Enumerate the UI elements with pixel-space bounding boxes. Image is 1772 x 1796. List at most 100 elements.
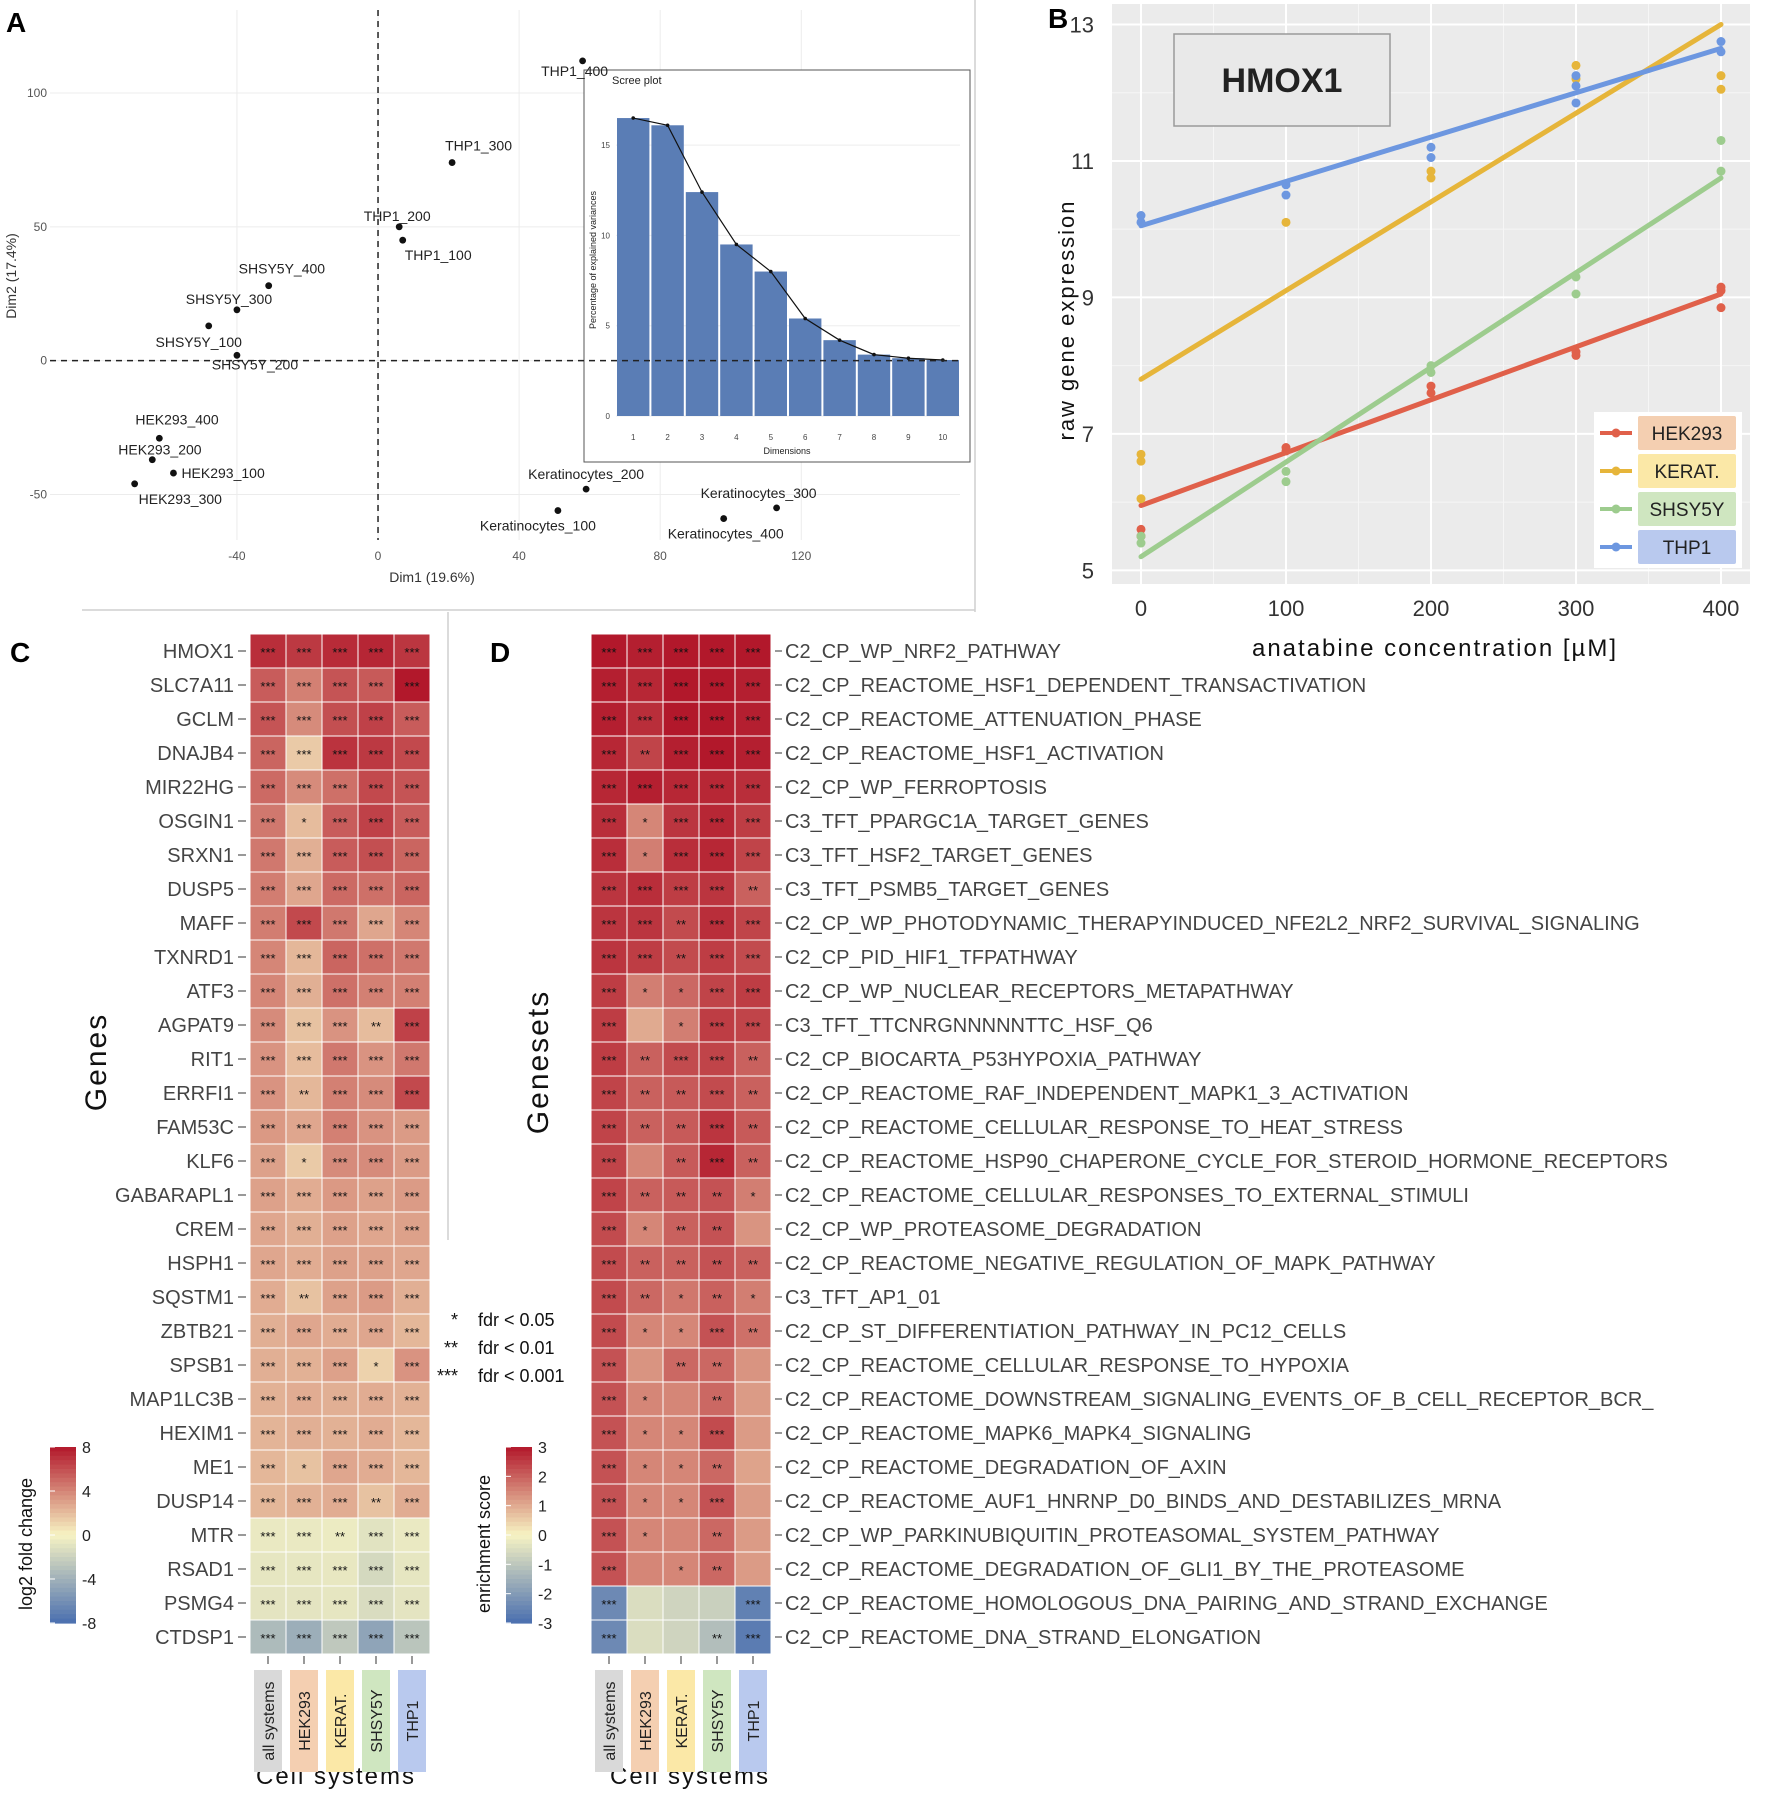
heatmap-cell	[626, 1347, 664, 1383]
color-legend-segment	[50, 1464, 76, 1470]
heatmap-cell-stars: ***	[673, 1053, 688, 1068]
color-legend-segment	[50, 1486, 76, 1492]
pca-point-label: HEK293_400	[135, 411, 219, 427]
heatmap-cell	[662, 1211, 700, 1247]
geneset-heatmap-panel: Genesets Cell systems enrichment score C…	[474, 633, 1668, 1790]
heatmap-cell-stars: ***	[296, 713, 311, 728]
heatmap-row-label: C2_CP_WP_NUCLEAR_RECEPTORS_METAPATHWAY	[785, 981, 1294, 1003]
heatmap-cell	[357, 633, 395, 669]
heatmap-cell-stars: ***	[296, 1223, 311, 1238]
color-legend-segment	[506, 1570, 532, 1576]
heatmap-cell	[590, 1313, 628, 1349]
heatmap-cell-stars: ***	[296, 951, 311, 966]
heatmap-cell	[321, 1313, 359, 1349]
heatmap-cell-stars: ***	[601, 1393, 616, 1408]
heatmap-row-label: C2_CP_BIOCARTA_P53HYPOXIA_PATHWAY	[785, 1049, 1201, 1071]
heatmap-cell	[626, 1619, 664, 1655]
heatmap-cell	[321, 769, 359, 805]
heatmap-cell-stars: ***	[296, 985, 311, 1000]
heatmap-row-label: C2_CP_REACTOME_CELLULAR_RESPONSE_TO_HEAT…	[785, 1117, 1403, 1139]
color-legend-segment	[506, 1469, 532, 1474]
heatmap-row-label: SQSTM1	[152, 1287, 234, 1309]
heatmap-cell	[626, 1381, 664, 1417]
heatmap-cell	[249, 1211, 287, 1247]
heatmap-cell	[734, 701, 772, 737]
color-legend-segment	[506, 1583, 532, 1589]
heatmap-cell-stars: ***	[601, 1631, 616, 1646]
hmox1-legend-dot	[1611, 542, 1621, 552]
hmox1-point	[1281, 443, 1291, 453]
heatmap-cell	[662, 1075, 700, 1111]
color-legend-segment	[50, 1451, 76, 1457]
heatmap-cell	[393, 939, 431, 975]
heatmap-col-label-bg	[703, 1670, 731, 1772]
scree-bar	[823, 340, 856, 416]
pca-y-tick-label: 50	[34, 220, 48, 234]
heatmap-cell	[698, 1245, 736, 1281]
hmox1-point	[1716, 282, 1726, 292]
heatmap-cell-stars: ***	[404, 1291, 419, 1306]
heatmap-row-label: C2_CP_REACTOME_MAPK6_MAPK4_SIGNALING	[785, 1423, 1251, 1445]
heatmap-cell-stars: **	[640, 1087, 650, 1102]
heatmap-cell-stars: ***	[368, 951, 383, 966]
heatmap-cell-stars: ***	[709, 1495, 724, 1510]
heatmap-cell-stars: ***	[404, 1325, 419, 1340]
heatmap-cell	[698, 1619, 736, 1655]
pca-y-tick-label: 100	[27, 86, 47, 100]
heatmap-row-label: C2_CP_REACTOME_NEGATIVE_REGULATION_OF_MA…	[785, 1253, 1436, 1275]
pca-x-tick-label: 0	[375, 549, 382, 563]
color-legend-segment	[506, 1460, 532, 1466]
heatmap-cell-stars: ***	[404, 1121, 419, 1136]
heatmap-cell-stars: ***	[368, 713, 383, 728]
color-legend-segment	[50, 1504, 76, 1510]
heatmap-cell-stars: ***	[296, 1257, 311, 1272]
heatmap-cell-stars: ***	[332, 747, 347, 762]
heatmap-cell	[321, 803, 359, 839]
heatmap-row-label: RIT1	[191, 1049, 234, 1071]
hmox1-point	[1716, 166, 1726, 176]
hmox1-legend-label: HEK293	[1652, 424, 1723, 445]
heatmap-cell-stars: ***	[332, 951, 347, 966]
heatmap-cell-stars: ***	[745, 985, 760, 1000]
color-legend-segment	[50, 1543, 76, 1549]
heatmap-cell-stars: ***	[368, 1257, 383, 1272]
heatmap-cell	[285, 1041, 323, 1077]
heatmap-row-label: RSAD1	[167, 1559, 234, 1581]
heatmap-cell-stars: ***	[404, 713, 419, 728]
color-legend-segment	[50, 1587, 76, 1593]
heatmap-cell-stars: ***	[368, 1053, 383, 1068]
heatmap-cell	[357, 1517, 395, 1553]
heatmap-cell-stars: ***	[368, 815, 383, 830]
heatmap-row-label: TXNRD1	[154, 947, 234, 969]
heatmap-cell	[734, 1449, 772, 1485]
heatmap-cell	[734, 905, 772, 941]
color-legend-segment	[50, 1557, 76, 1562]
sig-label-1: fdr < 0.05	[478, 1310, 555, 1330]
heatmap-cell	[590, 1483, 628, 1519]
heatmap-cell	[285, 973, 323, 1009]
heatmap-row-label: C2_CP_WP_PARKINUBIQUITIN_PROTEASOMAL_SYS…	[785, 1525, 1440, 1547]
heatmap-cell-stars: ***	[368, 1631, 383, 1646]
heatmap-cell-stars: **	[676, 1121, 686, 1136]
heatmap-cell	[393, 1211, 431, 1247]
heatmap-cell-stars: ***	[709, 713, 724, 728]
pca-point	[170, 469, 177, 477]
heatmap-row-label: OSGIN1	[158, 811, 234, 833]
heatmap-col-label-bg	[595, 1670, 623, 1772]
hmox1-title: HMOX1	[1222, 62, 1343, 100]
scree-point	[734, 242, 739, 247]
heatmap-cell	[321, 1449, 359, 1485]
heatmap-cell-stars: *	[642, 1393, 647, 1408]
heatmap-cell-stars: ***	[601, 1427, 616, 1442]
color-legend-segment	[50, 1579, 76, 1584]
heatmap-cell-stars: ***	[296, 1325, 311, 1340]
heatmap-cell	[285, 1585, 323, 1621]
heatmap-col-label-bg	[667, 1670, 695, 1772]
color-legend-segment	[50, 1447, 76, 1452]
heatmap-cell-stars: ***	[260, 1121, 275, 1136]
heatmap-cell-stars: ***	[601, 951, 616, 966]
color-legend-segment	[50, 1495, 76, 1501]
heatmap-cell-stars: **	[748, 883, 758, 898]
hmox1-point	[1426, 367, 1436, 377]
heatmap-cell-stars: **	[640, 1257, 650, 1272]
